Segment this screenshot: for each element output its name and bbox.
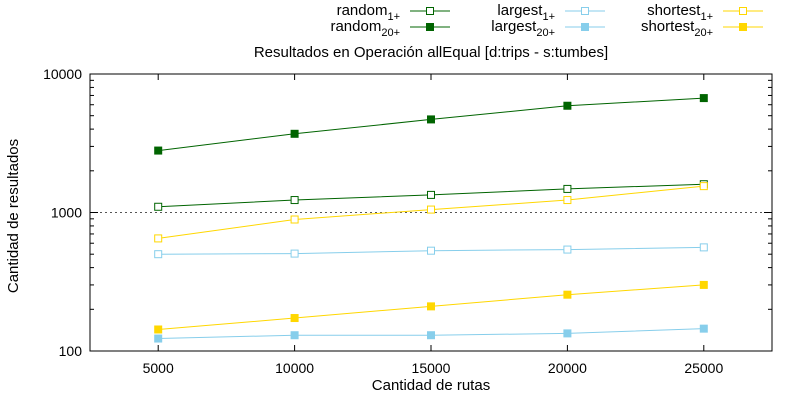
y-axis-ticks: 100 1000 10000 [43, 66, 772, 359]
data-point [154, 234, 163, 243]
data-point [154, 334, 163, 343]
data-point [290, 249, 299, 258]
legend-marker [581, 7, 589, 15]
data-point [563, 184, 572, 193]
data-point [563, 101, 572, 110]
data-point [290, 215, 299, 224]
data-point [699, 243, 708, 252]
data-point [563, 329, 572, 338]
data-point [563, 196, 572, 205]
legend-marker [426, 23, 434, 31]
y-tick-label: 10000 [43, 66, 82, 82]
data-point [290, 129, 299, 138]
data-point [290, 196, 299, 205]
data-point [563, 245, 572, 254]
x-tick-label: 5000 [143, 360, 174, 376]
data-point [563, 290, 572, 299]
series-line [158, 97, 704, 152]
series-layer [154, 94, 708, 343]
series-random-20+ [154, 94, 708, 155]
data-point [154, 250, 163, 259]
y-axis-title: Cantidad de resultados [5, 139, 22, 293]
data-point [427, 302, 435, 311]
legend-marker [739, 23, 747, 31]
legend-entry-shortest-1+: shortest1+ [647, 2, 763, 23]
data-point [427, 190, 435, 199]
chart-title: Resultados en Operación allEqual [d:trip… [254, 44, 608, 61]
legend-label: random1+ [337, 2, 400, 23]
legend-label: shortest1+ [647, 2, 713, 23]
data-point [699, 280, 708, 289]
legend-entry-random-1+: random1+ [337, 2, 450, 23]
series-random-1+ [154, 180, 708, 211]
series-largest-20+ [154, 324, 708, 343]
x-tick-label: 10000 [275, 360, 314, 376]
data-point [699, 182, 708, 191]
y-tick-label: 1000 [51, 205, 82, 221]
legend-marker [739, 7, 747, 15]
data-point [154, 146, 163, 155]
x-axis-ticks: 5000 10000 15000 20000 25000 [143, 74, 723, 376]
data-point [290, 331, 299, 340]
x-tick-label: 20000 [548, 360, 587, 376]
data-point [154, 325, 163, 334]
x-tick-label: 15000 [412, 360, 451, 376]
legend-marker [426, 7, 434, 15]
legend-label: largest1+ [497, 2, 555, 23]
data-point [427, 205, 435, 214]
y-tick-label: 100 [59, 343, 83, 359]
series-shortest-20+ [154, 280, 708, 334]
legend: random1+random20+largest1+largest20+shor… [330, 2, 763, 39]
data-point [290, 314, 299, 323]
data-point [699, 94, 708, 103]
series-shortest-1+ [154, 182, 708, 243]
data-point [427, 331, 435, 340]
legend-marker [581, 23, 589, 31]
x-axis-title: Cantidad de rutas [372, 377, 490, 394]
series-largest-1+ [154, 243, 708, 259]
legend-entry-largest-1+: largest1+ [497, 2, 605, 23]
data-point [154, 202, 163, 211]
data-point [427, 115, 435, 124]
data-point [699, 324, 708, 333]
data-point [427, 246, 435, 255]
x-tick-label: 25000 [684, 360, 723, 376]
